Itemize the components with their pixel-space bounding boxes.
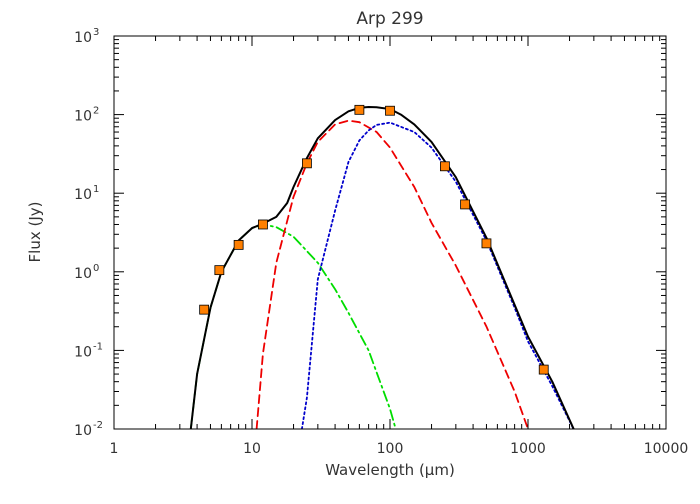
y-tick-exponent: -2	[93, 420, 103, 431]
x-tick-label: 100	[377, 441, 404, 457]
curve-solid	[189, 106, 575, 429]
data-point	[440, 161, 450, 172]
y-tick-label: 10	[74, 30, 92, 46]
y-tick-exponent: 3	[93, 27, 99, 38]
x-axis-label: Wavelength (μm)	[325, 461, 455, 479]
y-tick-label: 10	[74, 266, 92, 282]
x-tick-label: 1000	[510, 441, 546, 457]
y-tick-exponent: 0	[93, 263, 99, 274]
y-tick-label: 10	[74, 187, 92, 203]
chart-title: Arp 299	[356, 9, 423, 29]
data-point	[354, 104, 365, 115]
y-tick-label: 10	[74, 344, 92, 360]
y-tick-label: 10	[74, 109, 92, 125]
x-tick-label: 10000	[644, 441, 689, 457]
data-point	[233, 239, 244, 250]
plot-frame	[113, 35, 667, 430]
x-tick-label: 1	[110, 441, 119, 457]
curve-dash-dot	[189, 223, 397, 429]
curves-layer	[189, 106, 575, 429]
curve-dashed	[255, 119, 529, 429]
data-point	[538, 364, 549, 375]
data-point	[258, 219, 268, 230]
y-tick-exponent: -1	[93, 341, 103, 352]
x-tick-label: 10	[243, 441, 261, 457]
y-axis-label: Flux (Jy)	[26, 202, 44, 263]
curve-dotted	[300, 121, 575, 429]
data-point	[199, 304, 210, 315]
y-tick-label: 10	[74, 423, 92, 439]
data-point	[302, 158, 312, 169]
y-tick-exponent: 2	[93, 106, 99, 117]
markers-layer	[199, 104, 549, 375]
y-tick-exponent: 1	[93, 184, 99, 195]
data-point	[385, 105, 395, 116]
data-point	[481, 238, 492, 249]
data-point	[214, 265, 225, 276]
data-point	[460, 199, 470, 210]
